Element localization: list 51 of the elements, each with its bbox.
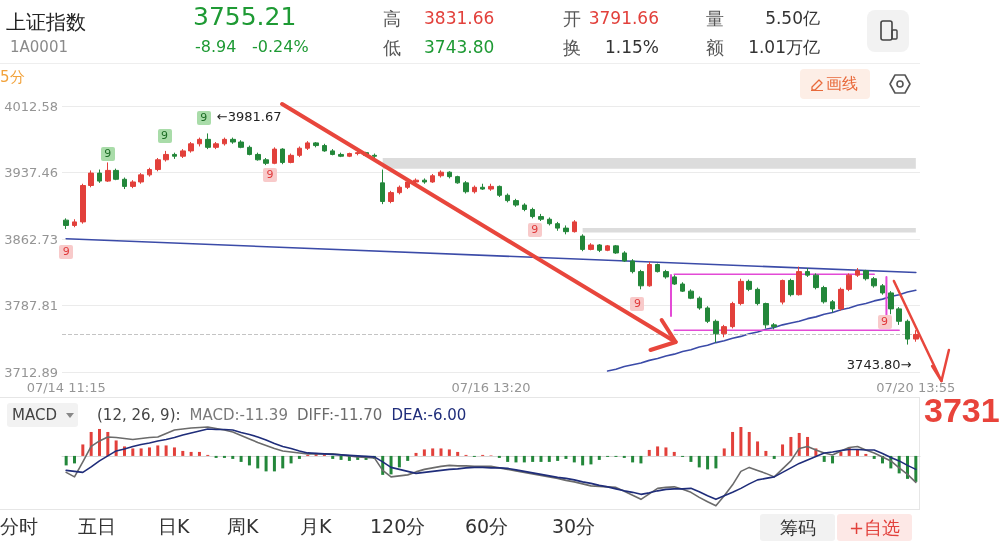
text: 额 xyxy=(706,37,724,59)
text: 上证指数 xyxy=(6,9,86,36)
text: (12, 26, 9): xyxy=(97,406,181,424)
text: 换 xyxy=(563,37,581,59)
text: DIFF:-11.70 xyxy=(296,406,383,424)
annotation: 9 xyxy=(527,223,542,237)
annotation: 9 xyxy=(100,147,115,161)
annotation: 9 xyxy=(196,111,211,125)
y-tick-label: 3712.89 xyxy=(4,364,58,380)
text: +自选 xyxy=(848,515,901,540)
text: 3755.21 xyxy=(193,2,297,32)
annotation: 9 xyxy=(59,245,74,259)
text: 3791.66 xyxy=(588,8,659,29)
text: 120分 xyxy=(370,515,426,537)
annotation: 9 xyxy=(630,297,645,311)
text: 量 xyxy=(706,8,724,30)
text: 画线 xyxy=(826,74,858,95)
text: 五日 xyxy=(78,515,116,537)
text: -0.24% xyxy=(252,37,309,57)
y-tick-label: 4012.58 xyxy=(4,98,58,114)
text: 日K xyxy=(158,515,190,537)
text: 3743.80 xyxy=(424,37,495,58)
text: -8.94 xyxy=(195,37,237,57)
x-tick-label: 07/16 13:20 xyxy=(451,380,531,395)
annotation: 9 xyxy=(262,168,277,182)
x-tick-label: 07/14 11:15 xyxy=(26,380,106,395)
text: 分时 xyxy=(0,515,38,537)
text: 5分 xyxy=(0,68,25,86)
text: 3831.66 xyxy=(424,8,495,29)
annotation: 3743.80→ xyxy=(846,357,912,373)
annotation: 9 xyxy=(877,315,892,329)
text: 月K xyxy=(300,515,332,537)
text: 周K xyxy=(227,515,259,537)
text: DEA:-6.00 xyxy=(391,406,467,424)
text: 开 xyxy=(563,8,581,30)
text: 低 xyxy=(383,37,401,59)
text: 筹码 xyxy=(779,515,816,540)
annotation: 9 xyxy=(157,129,172,143)
text: 1.15% xyxy=(604,37,659,58)
text: 60分 xyxy=(465,515,509,537)
chart-title: MACD xyxy=(12,406,57,424)
y-tick-label: 3937.46 xyxy=(4,165,58,181)
annotation: ←3981.67 xyxy=(216,108,282,124)
text: 1A0001 xyxy=(10,38,68,56)
text: 1.01万亿 xyxy=(748,37,820,58)
text: 30分 xyxy=(552,515,596,537)
text: MACD:-11.39 xyxy=(189,406,288,424)
text: 5.50亿 xyxy=(765,8,820,29)
text: 高 xyxy=(383,8,401,30)
y-tick-label: 3862.73 xyxy=(4,231,58,247)
y-tick-label: 3787.81 xyxy=(4,298,58,313)
